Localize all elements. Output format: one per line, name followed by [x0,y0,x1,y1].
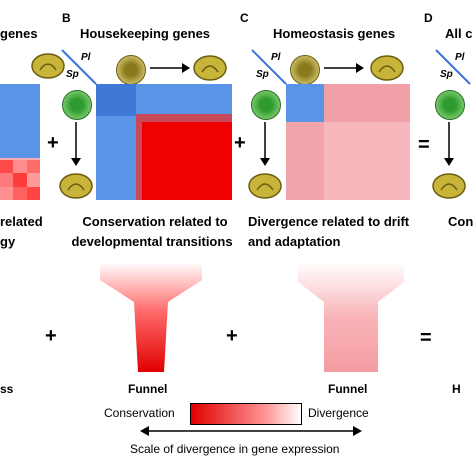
panel-b-sp-label: Sp [66,69,79,80]
pollen-icon [193,55,227,81]
double-arrow-icon [140,426,362,436]
panel-d-funnel-label: H [452,382,461,396]
panel-a-caption-line2: gy [0,234,16,249]
panel-b-funnel [100,262,202,372]
arrow-down-icon [71,122,81,166]
panel-a-funnel-label: ss [0,382,14,396]
panel-d-sp-label: Sp [440,69,453,80]
arrow-right-icon [324,63,364,73]
panel-a-title: genes [0,26,38,41]
panel-d-title: All c [445,26,473,41]
plus-sign: + [47,132,59,154]
panel-a-caption-line1: related [0,214,43,229]
pollen-icon [248,173,282,199]
pollen-icon [290,55,320,85]
scale-right-label: Divergence [308,406,369,420]
panel-b-axis-line [61,49,97,85]
pollen-icon [432,173,466,199]
panel-c-caption-line1: Divergence related to drift [248,214,410,229]
equals-sign: = [418,134,430,156]
panel-c-letter: C [240,11,249,25]
scale-caption: Scale of divergence in gene expression [130,442,340,456]
panel-d-axis-line [435,49,471,85]
pollen-icon [116,55,146,85]
plus-sign: + [45,325,57,347]
panel-b-letter: B [62,11,71,25]
arrow-down-icon [260,122,270,166]
scale-gradient-bar [190,403,302,425]
panel-a-red-cells [0,160,40,200]
panel-c-heatmap [286,84,416,200]
equals-sign: = [420,327,432,349]
panel-c-sp-label: Sp [256,69,269,80]
plus-sign: + [226,325,238,347]
pollen-icon [59,173,93,199]
plus-sign: + [234,132,246,154]
panel-b-caption-line1: Conservation related to [82,214,228,229]
pollen-icon [31,53,65,79]
panel-b-pl-label: Pl [81,52,91,63]
sporophyte-icon [62,90,92,120]
panel-c-funnel-label: Funnel [328,382,368,396]
scale-left-label: Conservation [104,406,175,420]
sporophyte-icon [435,90,465,120]
pollen-icon [370,55,404,81]
panel-b-funnel-label: Funnel [128,382,168,396]
panel-c-pl-label: Pl [271,52,281,63]
panel-d-letter: D [424,11,433,25]
panel-c-caption-line2: and adaptation [248,234,341,249]
panel-d-caption-line1: Con [448,214,474,229]
panel-b-title: Housekeeping genes [80,26,211,41]
panel-c-title: Homeostasis genes [273,26,396,41]
panel-b-heatmap [96,84,232,200]
arrow-down-icon [444,122,454,166]
panel-d-pl-label: Pl [455,52,465,63]
panel-b-caption-line2: developmental transitions [71,234,233,249]
arrow-right-icon [150,63,190,73]
panel-c-funnel [298,262,404,372]
sporophyte-icon [251,90,281,120]
panel-c-axis-line [251,49,287,85]
